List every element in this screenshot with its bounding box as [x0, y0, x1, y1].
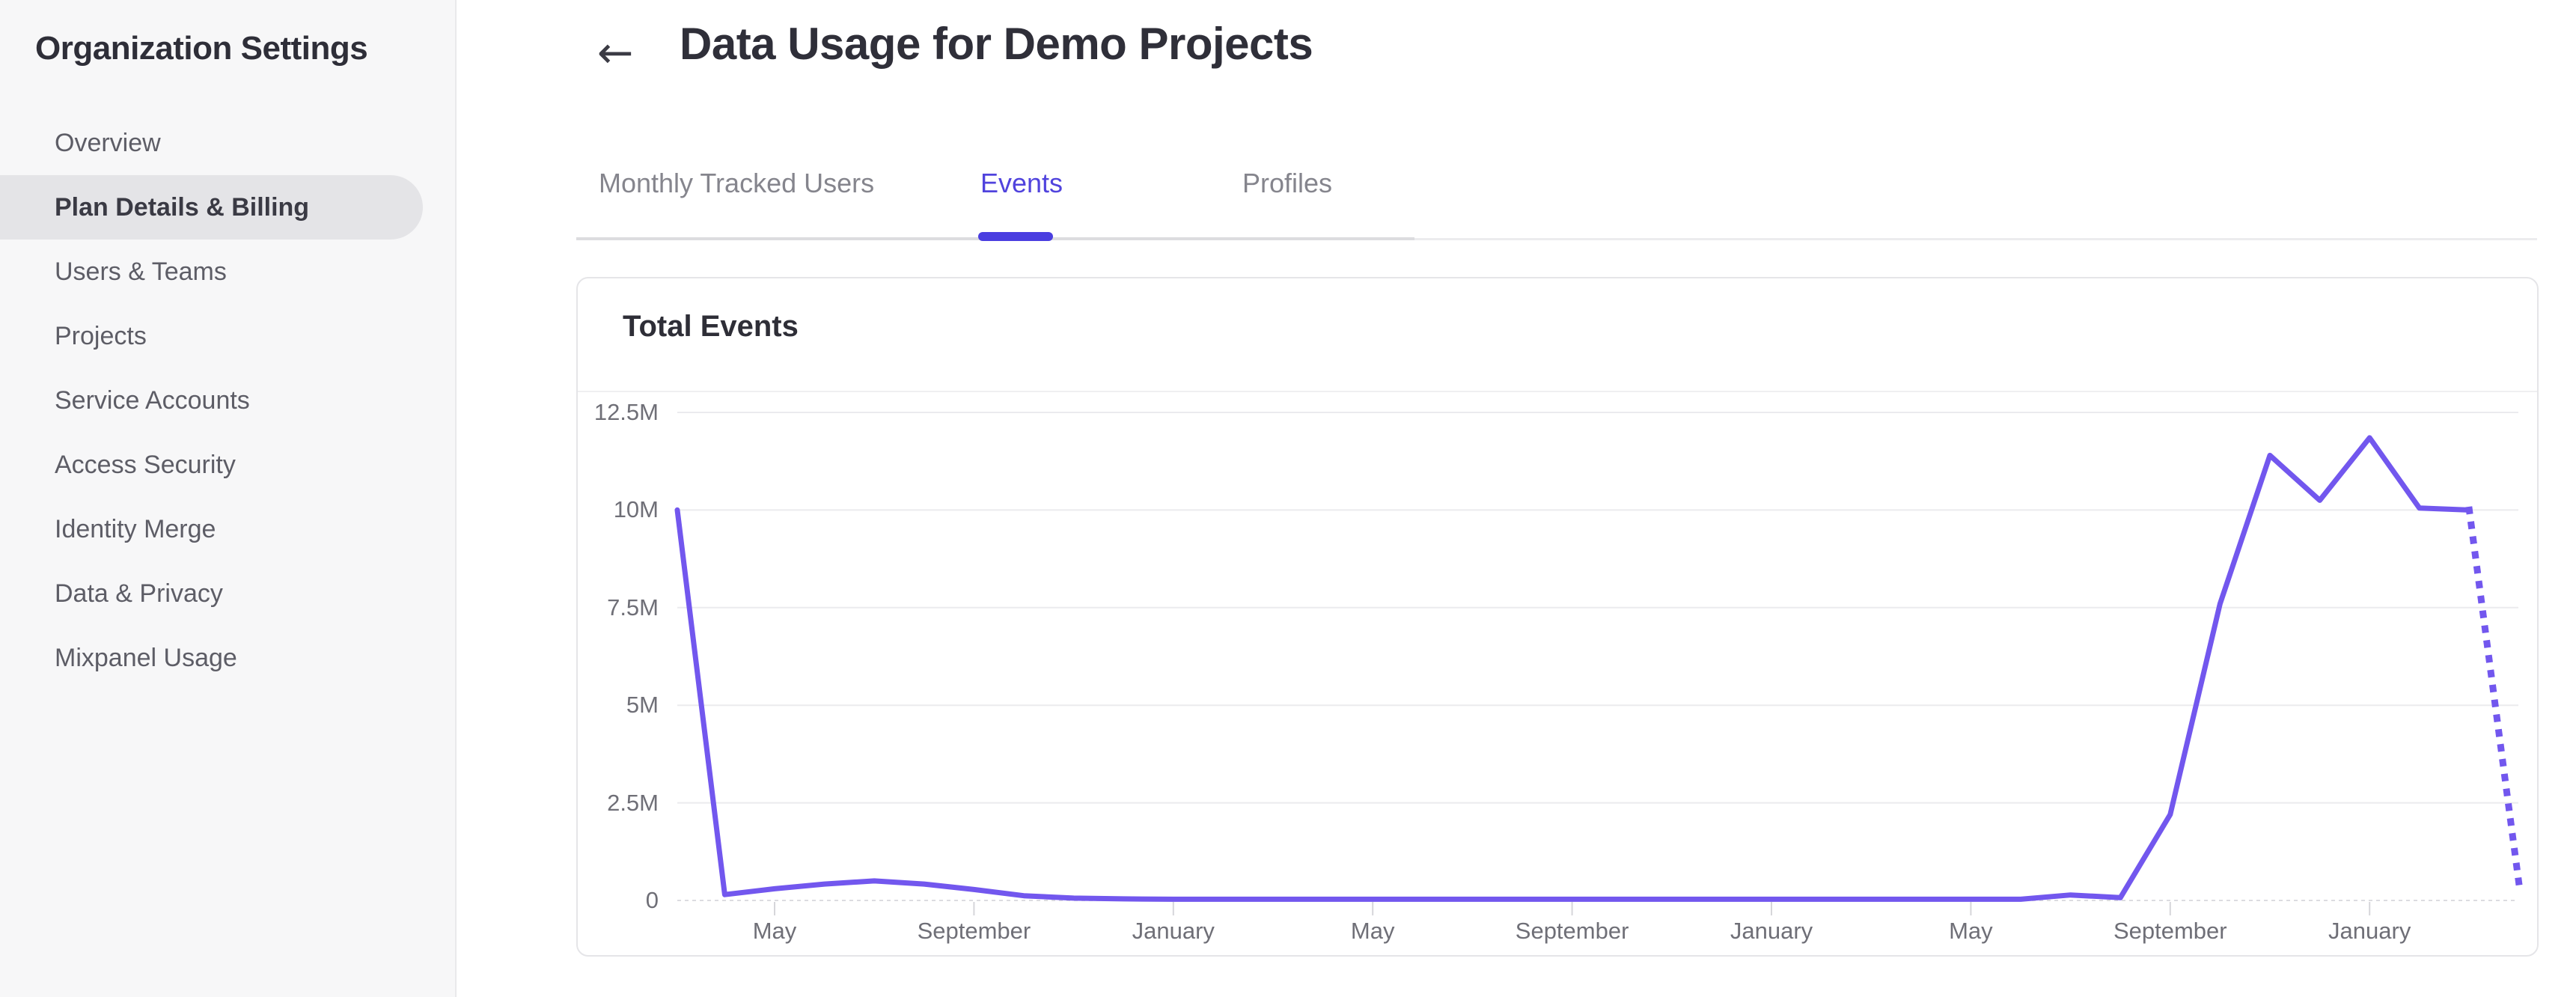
y-axis-label: 0 — [645, 887, 659, 913]
chart-title: Total Events — [623, 310, 799, 343]
sidebar-item-overview[interactable]: Overview — [55, 129, 161, 157]
x-axis-label: January — [1132, 918, 1215, 944]
tab-monthly-tracked-users[interactable]: Monthly Tracked Users — [599, 168, 875, 198]
tab-profiles[interactable]: Profiles — [1242, 168, 1333, 198]
sidebar-item-mixpanel-usage[interactable]: Mixpanel Usage — [55, 644, 237, 672]
y-axis-label: 5M — [626, 692, 659, 719]
x-axis-label: January — [2328, 918, 2411, 944]
sidebar-item-users-teams[interactable]: Users & Teams — [55, 257, 227, 286]
back-button[interactable]: ← — [585, 22, 645, 82]
y-axis-label: 10M — [613, 496, 659, 523]
y-axis-label: 2.5M — [607, 789, 659, 816]
sidebar-item-data-privacy[interactable]: Data & Privacy — [55, 579, 223, 608]
tab-bar-rule — [576, 238, 2537, 240]
sidebar-item-identity-merge[interactable]: Identity Merge — [55, 515, 216, 543]
x-axis-label: May — [752, 918, 797, 944]
total-events-card: Total Events — [576, 277, 2539, 957]
tab-events[interactable]: Events — [980, 168, 1063, 198]
active-tab-indicator — [978, 232, 1053, 241]
back-arrow-icon: ← — [596, 27, 634, 78]
sidebar-item-projects[interactable]: Projects — [55, 322, 147, 350]
page-title: Data Usage for Demo Projects — [680, 19, 1313, 69]
sidebar-title: Organization Settings — [35, 30, 368, 67]
y-axis-label: 12.5M — [593, 399, 659, 425]
card-divider — [578, 391, 2537, 392]
x-axis-label: September — [1515, 918, 1629, 944]
x-axis-label: May — [1350, 918, 1395, 944]
sidebar-item-access-security[interactable]: Access Security — [55, 451, 236, 479]
y-axis-label: 7.5M — [607, 594, 659, 621]
sidebar-item-plan-details-billing[interactable]: Plan Details & Billing — [0, 175, 423, 240]
x-axis-label: May — [1949, 918, 1993, 944]
x-axis-label: September — [2113, 918, 2227, 944]
sidebar-nav: Overview Plan Details & Billing Users & … — [0, 111, 457, 690]
x-axis-label: January — [1730, 918, 1813, 944]
x-axis-label: September — [917, 918, 1031, 944]
sidebar-item-service-accounts[interactable]: Service Accounts — [55, 386, 250, 415]
sidebar: Organization Settings Overview Plan Deta… — [0, 0, 457, 997]
